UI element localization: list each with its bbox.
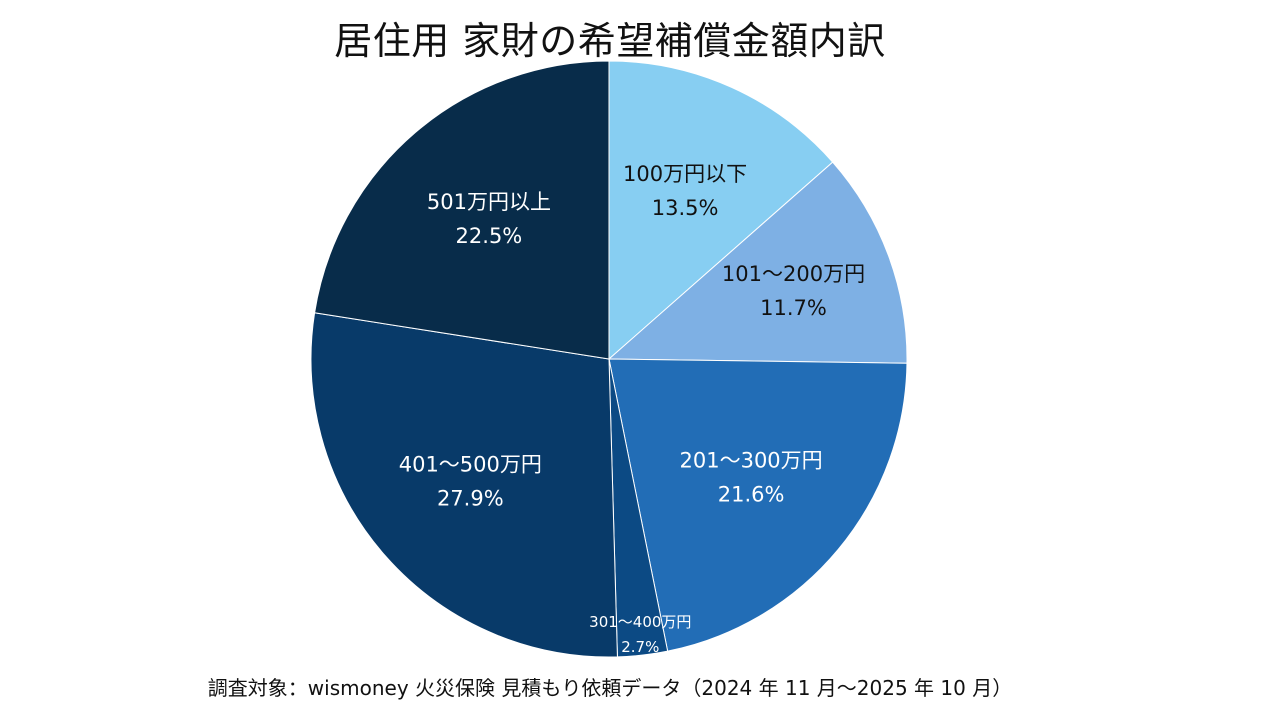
slice-value-label: 21.6% xyxy=(718,482,785,506)
pie-slice xyxy=(310,312,618,658)
chart-title: 居住用 家財の希望補償金額内訳 xyxy=(334,19,886,63)
slice-label: 501万円以上 xyxy=(427,190,551,214)
pie-slice xyxy=(607,161,908,364)
slice-label: 401〜500万円 xyxy=(399,452,542,476)
slice-value-label: 11.7% xyxy=(760,296,827,320)
pie-slices xyxy=(310,60,908,658)
pie-slice xyxy=(314,60,610,360)
slice-label: 201〜300万円 xyxy=(680,448,823,472)
slice-label: 100万円以下 xyxy=(623,162,747,186)
slice-value-label: 27.9% xyxy=(437,486,504,510)
pie-slice xyxy=(608,358,908,652)
slice-label: 301〜400万円 xyxy=(589,613,691,631)
source-note: 調査対象：wismoney 火災保険 見積もり依頼データ（2024 年 11 月… xyxy=(207,676,1013,700)
slice-value-label: 22.5% xyxy=(456,224,523,248)
slice-value-label: 13.5% xyxy=(652,196,719,220)
pie-labels: 100万円以下 13.5% 101〜200万円 11.7% 201〜300万円 21.6%… xyxy=(399,162,865,656)
pie-slice xyxy=(608,60,834,361)
slice-label: 101〜200万円 xyxy=(722,262,865,286)
slice-value-label: 2.7% xyxy=(621,638,659,656)
